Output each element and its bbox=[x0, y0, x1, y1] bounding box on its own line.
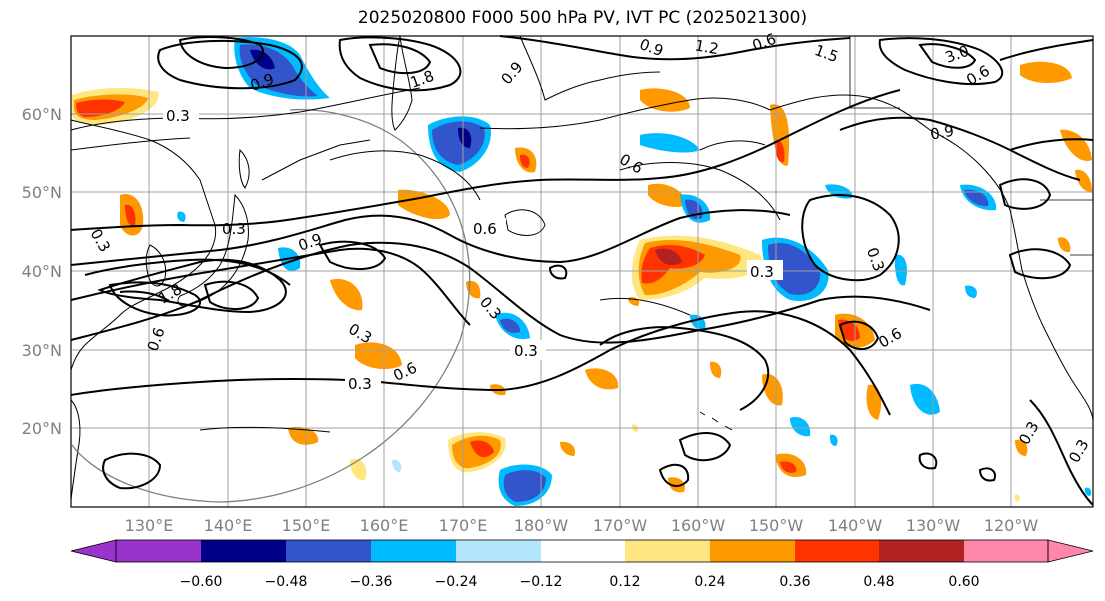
map-gridlines bbox=[71, 36, 1093, 507]
colorbar-segment bbox=[795, 540, 879, 562]
colorbar-tick-label: −0.36 bbox=[350, 574, 393, 590]
lon-label: 150°W bbox=[749, 516, 804, 535]
colorbar-tick-label: −0.12 bbox=[520, 574, 563, 590]
lat-label: 40°N bbox=[22, 262, 62, 281]
colorbar-segment bbox=[201, 540, 286, 562]
latitude-labels: 60°N 50°N 40°N 30°N 20°N bbox=[22, 105, 62, 438]
colorbar-segment bbox=[625, 540, 710, 562]
lon-label: 130°E bbox=[125, 516, 174, 535]
lon-label: 140°E bbox=[204, 516, 253, 535]
map-frame bbox=[70, 35, 1094, 508]
longitude-labels: 130°E 140°E 150°E 160°E 170°E 180°W 170°… bbox=[125, 516, 1039, 535]
colorbar-tick-label: 0.12 bbox=[609, 574, 640, 590]
colorbar-extend-min bbox=[70, 539, 117, 563]
colorbar-tick-label: −0.60 bbox=[180, 574, 223, 590]
colorbar-segment bbox=[710, 540, 795, 562]
lon-label: 150°E bbox=[282, 516, 331, 535]
lon-label: 140°W bbox=[828, 516, 883, 535]
colorbar-tick-label: −0.48 bbox=[265, 574, 308, 590]
lon-label: 160°W bbox=[671, 516, 726, 535]
colorbar-tick-label: 0.24 bbox=[694, 574, 725, 590]
lon-label: 170°E bbox=[439, 516, 488, 535]
contour-label: 0.9 bbox=[929, 122, 956, 144]
lon-label: 180°W bbox=[514, 516, 569, 535]
colorbar-tick-label: −0.24 bbox=[435, 574, 478, 590]
lat-label: 20°N bbox=[22, 419, 62, 438]
colorbar-tick-label: 0.48 bbox=[863, 574, 894, 590]
contour-label: 0.3 bbox=[348, 375, 372, 393]
contour-label: 0.3 bbox=[222, 220, 246, 238]
lon-label: 130°W bbox=[906, 516, 961, 535]
contour-label: 0.3 bbox=[514, 342, 538, 360]
reference-circle bbox=[71, 108, 471, 503]
colorbar-outline bbox=[115, 539, 1049, 563]
colorbar-segment bbox=[964, 540, 1048, 562]
colorbar-tick-label: 0.36 bbox=[779, 574, 810, 590]
colorbar-tick-labels: −0.60 −0.48 −0.36 −0.24 −0.12 0.12 0.24 … bbox=[180, 574, 980, 590]
pv-contours bbox=[70, 87, 781, 433]
lon-label: 170°W bbox=[593, 516, 648, 535]
ivt-contours bbox=[70, 35, 1094, 506]
colorbar bbox=[70, 539, 1094, 563]
lat-label: 50°N bbox=[22, 183, 62, 202]
colorbar-segment bbox=[541, 540, 625, 562]
colorbar-segment bbox=[116, 540, 201, 562]
colorbar-segment bbox=[879, 540, 964, 562]
map-title: 2025020800 F000 500 hPa PV, IVT PC (2025… bbox=[357, 8, 808, 28]
contour-label: 0.3 bbox=[750, 263, 774, 281]
colorbar-tick-label: 0.60 bbox=[948, 574, 979, 590]
lon-label: 160°E bbox=[360, 516, 409, 535]
contour-label: 0.3 bbox=[166, 107, 190, 125]
colorbar-segment bbox=[456, 540, 541, 562]
lon-label: 120°W bbox=[984, 516, 1039, 535]
colorbar-segment bbox=[371, 540, 456, 562]
colorbar-segment bbox=[286, 540, 371, 562]
colorbar-extend-max bbox=[1047, 539, 1094, 563]
contour-label: 1.2 bbox=[693, 36, 720, 58]
contour-label: 0.6 bbox=[473, 220, 497, 238]
lat-label: 30°N bbox=[22, 341, 62, 360]
lat-label: 60°N bbox=[22, 105, 62, 124]
